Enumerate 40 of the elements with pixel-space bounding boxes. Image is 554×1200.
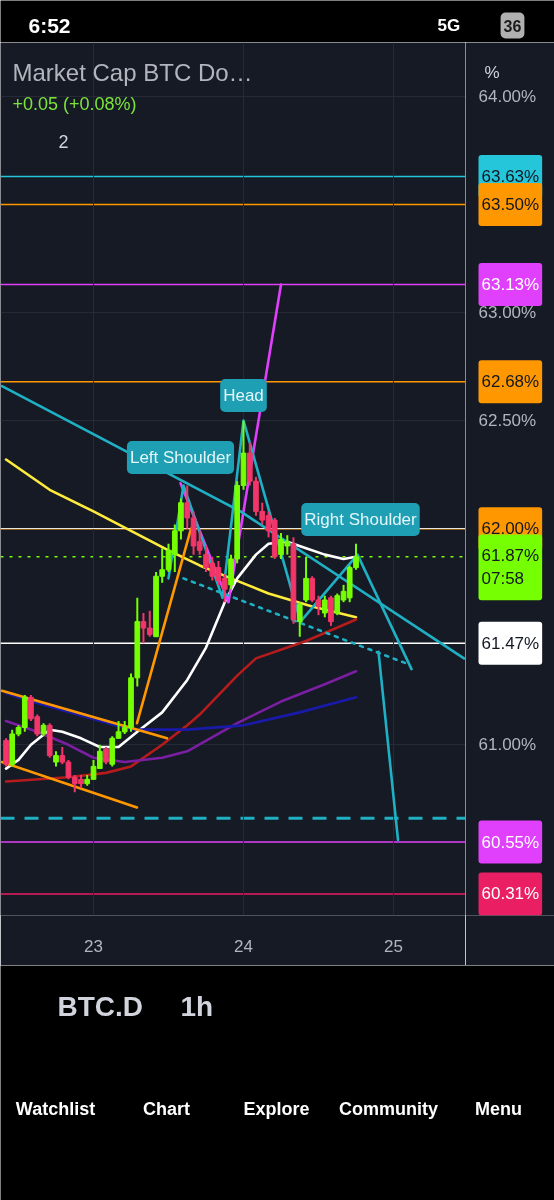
- ref-line-label: 60.55%: [481, 832, 540, 852]
- ref-line-label: 63.13%: [481, 275, 540, 295]
- annotation: Left Shoulder: [129, 448, 232, 467]
- line-series: [4, 691, 358, 731]
- text: Watchlist: [15, 1098, 96, 1119]
- text: 1h: [180, 991, 214, 1022]
- line-series: [4, 618, 358, 783]
- annotation: Head: [223, 386, 264, 405]
- y-tick-label: 64.00%: [478, 87, 537, 107]
- text: Explore: [243, 1098, 310, 1119]
- y-tick-label: 61.00%: [478, 735, 537, 755]
- text: 36: [503, 17, 522, 35]
- text: Market Cap BTC Do…: [12, 59, 253, 86]
- ref-line-label: 62.68%: [481, 372, 540, 392]
- text: Menu: [475, 1098, 522, 1119]
- candlestick: [296, 601, 303, 638]
- y-tick-label: 63.00%: [478, 303, 537, 323]
- ref-line-label: 60.31%: [481, 884, 540, 904]
- candlestick: [328, 594, 334, 627]
- ref-line-label: 61.87% 07:58: [481, 546, 540, 589]
- ref-line-label: 63.63%: [481, 166, 540, 186]
- annotation: Right Shoulder: [304, 510, 418, 529]
- ref-line-label: 62.00%: [481, 519, 540, 539]
- text: Community: [339, 1098, 438, 1119]
- text: 5G: [437, 16, 461, 35]
- x-tick-label: 24: [234, 936, 253, 956]
- text: BTC.D: [57, 991, 144, 1022]
- text: %: [484, 63, 500, 82]
- ref-line-label: 63.50%: [481, 195, 540, 215]
- y-tick-label: 62.50%: [478, 411, 537, 431]
- text: Chart: [143, 1098, 191, 1119]
- x-tick-label: 25: [384, 936, 403, 956]
- text: 6:52: [28, 14, 71, 37]
- line-series: [4, 670, 358, 764]
- annotation: 2: [58, 132, 69, 152]
- x-tick-label: 23: [84, 936, 103, 956]
- ref-line-label: 61.47%: [481, 633, 540, 653]
- text: +0.05 (+0.08%): [12, 93, 137, 114]
- candlestick: [3, 737, 9, 768]
- candlestick: [321, 594, 328, 619]
